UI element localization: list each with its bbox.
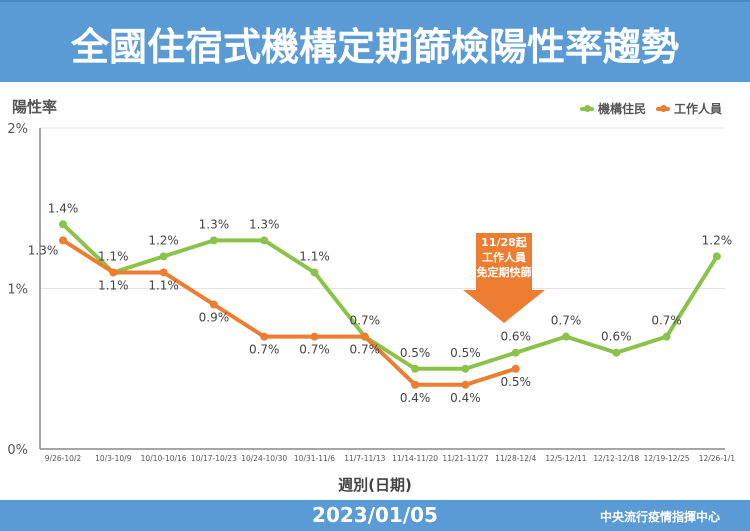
- data-label-residents: 0.5%: [400, 346, 431, 360]
- data-label-residents: 1.3%: [199, 217, 230, 231]
- data-point-residents: [562, 332, 570, 341]
- footer-date: 2023/01/05: [312, 503, 438, 527]
- data-point-residents: [260, 236, 269, 245]
- data-point-staff: [260, 332, 269, 341]
- data-point-residents: [461, 364, 470, 373]
- data-label-residents: 1.3%: [249, 217, 280, 231]
- data-point-staff: [159, 268, 168, 277]
- data-point-staff: [109, 268, 118, 277]
- x-tick-label: 12/19-12/25: [644, 454, 690, 463]
- data-point-staff: [461, 380, 470, 389]
- x-tick-label: 10/10-10/16: [141, 454, 187, 463]
- data-label-residents: 1.4%: [48, 201, 79, 215]
- y-tick-label: 0%: [7, 443, 28, 458]
- data-label-staff: 0.4%: [400, 391, 431, 405]
- data-point-staff: [59, 236, 67, 245]
- series-line-staff: [61, 238, 517, 387]
- data-point-staff: [411, 380, 420, 389]
- x-tick-label: 9/26-10/2: [45, 454, 82, 463]
- data-label-staff: 1.3%: [28, 243, 59, 257]
- legend-label-residents: 機構住民: [597, 102, 646, 116]
- x-tick-label: 11/28-12/4: [495, 454, 536, 463]
- x-tick-label: 10/3-10/9: [95, 454, 132, 463]
- legend-item-staff: 工作人員: [655, 100, 722, 117]
- x-tick-label: 10/31-11/6: [294, 454, 335, 463]
- data-point-residents: [712, 252, 721, 261]
- series-line-residents: [61, 222, 719, 371]
- callout-arrow-shape: [463, 233, 545, 323]
- x-axis-label: 週別(日期): [338, 476, 412, 494]
- data-point-residents: [612, 348, 621, 357]
- data-label-residents: 0.5%: [450, 346, 481, 360]
- footer-banner: 2023/01/05 中央流行疫情指揮中心: [0, 500, 750, 531]
- data-label-residents: 0.6%: [500, 330, 531, 344]
- data-label-residents: 0.6%: [601, 330, 632, 344]
- data-point-residents: [511, 348, 520, 357]
- data-label-staff: 0.7%: [249, 343, 280, 357]
- data-point-staff: [511, 364, 520, 373]
- data-point-residents: [159, 252, 168, 261]
- data-label-staff: 1.1%: [98, 278, 129, 292]
- data-point-residents: [411, 364, 420, 373]
- data-label-staff: 0.5%: [500, 375, 531, 389]
- chart-title: 全國住宿式機構定期篩檢陽性率趨勢: [70, 25, 679, 69]
- data-label-residents: 0.7%: [350, 314, 381, 328]
- y-tick-label: 1%: [7, 283, 28, 298]
- callout-line-2: 工作人員: [482, 251, 526, 264]
- data-label-residents: 0.7%: [651, 314, 682, 328]
- legend: 機構住民 工作人員: [570, 100, 722, 117]
- legend-label-staff: 工作人員: [673, 102, 722, 116]
- data-label-staff: 1.1%: [148, 278, 179, 292]
- data-label-residents: 1.1%: [98, 249, 129, 263]
- footer-org: 中央流行疫情指揮中心: [599, 510, 720, 524]
- data-label-staff: 0.9%: [199, 311, 230, 325]
- callout-text: 11/28起 工作人員 免定期快篩: [476, 235, 532, 280]
- x-tick-label: 11/14-11/20: [392, 454, 438, 463]
- header-banner: 全國住宿式機構定期篩檢陽性率趨勢: [0, 0, 750, 82]
- legend-item-residents: 機構住民: [579, 100, 646, 117]
- x-tick-label: 12/5-12/11: [545, 454, 586, 463]
- y-axis-label: 陽性率: [12, 98, 58, 116]
- data-label-residents: 0.7%: [551, 314, 582, 328]
- legend-swatch-residents: [579, 104, 594, 112]
- data-point-staff: [209, 300, 218, 309]
- x-tick-label: 11/7-11/13: [344, 454, 385, 463]
- data-point-staff: [310, 332, 319, 341]
- x-tick-label: 10/24-10/30: [241, 454, 287, 463]
- y-tick-label: 2%: [7, 122, 28, 137]
- data-point-residents: [59, 220, 67, 229]
- data-label-residents: 1.2%: [702, 233, 733, 247]
- data-point-staff: [360, 332, 369, 341]
- data-point-residents: [209, 236, 218, 245]
- data-point-residents: [310, 268, 319, 277]
- data-label-residents: 1.1%: [299, 249, 330, 263]
- data-label-staff: 0.4%: [450, 391, 481, 405]
- x-tick-label: 12/26-1/1: [699, 454, 736, 463]
- data-label-residents: 1.2%: [148, 233, 179, 247]
- x-tick-label: 10/17-10/23: [191, 454, 237, 463]
- data-point-residents: [662, 332, 671, 341]
- data-label-staff: 0.7%: [350, 343, 381, 357]
- legend-swatch-staff: [655, 104, 670, 112]
- callout-line-1: 11/28起: [481, 236, 527, 249]
- x-tick-label: 11/21-11/27: [442, 454, 488, 463]
- data-label-staff: 0.7%: [299, 343, 330, 357]
- callout-line-3: 免定期快篩: [476, 266, 532, 279]
- x-tick-label: 12/12-12/18: [593, 454, 639, 463]
